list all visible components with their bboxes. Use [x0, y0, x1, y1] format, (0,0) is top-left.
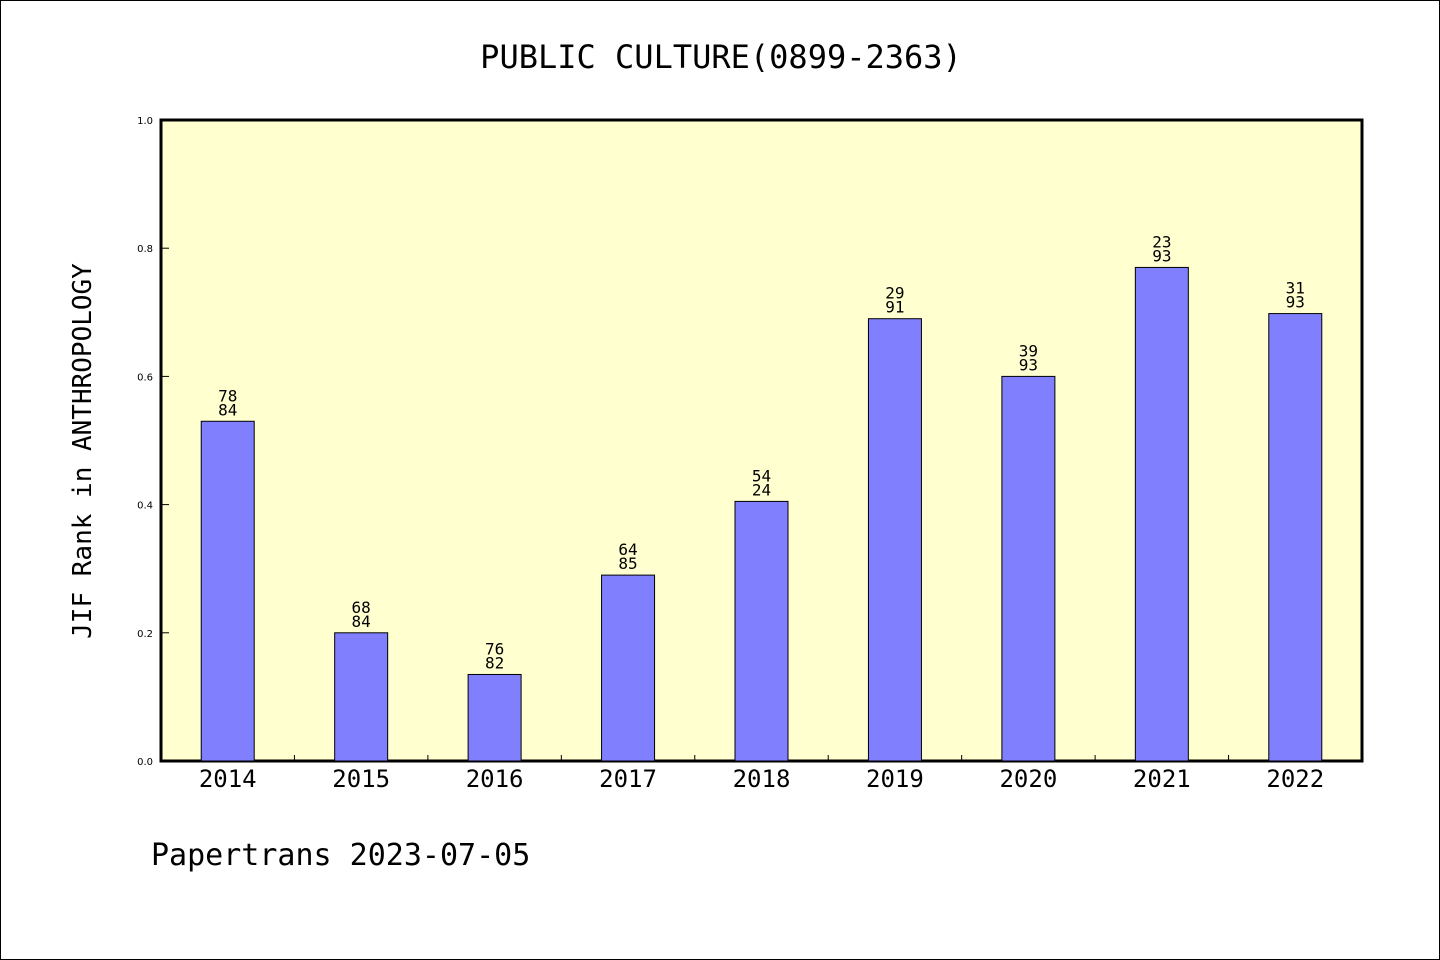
x-tick-label: 2019 — [866, 765, 924, 793]
data-label-total: 85 — [618, 554, 637, 573]
data-label-total: 84 — [218, 400, 237, 419]
bar-2022 — [1268, 313, 1323, 762]
data-label-rank: 54 — [752, 466, 771, 485]
data-label-total: 93 — [1019, 355, 1038, 374]
data-label-total: 84 — [352, 612, 371, 631]
x-tick-label: 2022 — [1266, 765, 1324, 793]
y-tick-label: 0.0 — [137, 757, 153, 768]
y-tick-label: 0.6 — [137, 372, 153, 383]
bar-2019 — [867, 318, 922, 762]
x-tick-label: 2015 — [332, 765, 390, 793]
data-label-total: 24 — [752, 480, 771, 499]
data-label-total: 82 — [485, 653, 504, 672]
data-label-rank: 31 — [1286, 279, 1305, 298]
data-label-rank: 76 — [485, 639, 504, 658]
x-tick-label: 2016 — [466, 765, 524, 793]
x-tick-label: 2020 — [999, 765, 1057, 793]
chart-title: PUBLIC CULTURE(0899-2363) — [480, 38, 962, 76]
x-tick-label: 2014 — [199, 765, 257, 793]
y-tick-label: 0.4 — [137, 501, 153, 512]
bar-2014 — [200, 420, 255, 762]
data-label-rank: 64 — [618, 540, 637, 559]
bar-2018 — [734, 500, 789, 762]
y-tick-label: 1.0 — [137, 116, 153, 127]
data-label-total: 93 — [1286, 293, 1305, 312]
bar-2016 — [467, 673, 522, 762]
bar-2021 — [1134, 266, 1189, 762]
data-label-rank: 39 — [1019, 341, 1038, 360]
y-tick-label: 0.2 — [137, 629, 153, 640]
footer-credit: Papertrans 2023-07-05 — [151, 838, 530, 873]
y-tick-label: 0.8 — [137, 244, 153, 255]
data-label-total: 93 — [1152, 246, 1171, 265]
bars — [200, 266, 1323, 762]
x-tick-label: 2017 — [599, 765, 657, 793]
y-tick-labels: 0.0 0.2 0.4 0.6 0.8 1.0 — [137, 116, 153, 768]
data-label-rank: 23 — [1152, 232, 1171, 251]
bar-2017 — [601, 574, 656, 762]
bar-2020 — [1001, 375, 1056, 762]
x-tick-label: 2018 — [733, 765, 791, 793]
tick-marks — [161, 119, 1230, 762]
data-label-total: 91 — [885, 298, 904, 317]
data-label-rank: 29 — [885, 284, 904, 303]
data-label-rank: 68 — [352, 598, 371, 617]
data-label-rank: 78 — [218, 386, 237, 405]
x-tick-labels: 2014 2015 2016 2017 2018 2019 2020 2021 2022 — [199, 765, 1324, 793]
y-axis-label: JIF Rank in ANTHROPOLOGY — [68, 263, 98, 639]
bar-2015 — [334, 632, 389, 762]
x-tick-label: 2021 — [1133, 765, 1191, 793]
